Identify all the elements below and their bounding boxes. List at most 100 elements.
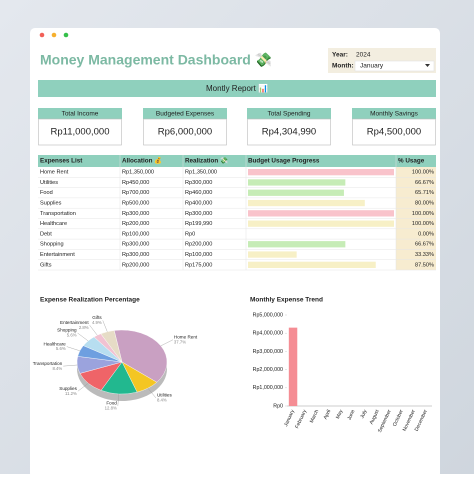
table-cell: Rp300,000 (185, 211, 212, 217)
table-cell: Entertainment (40, 252, 75, 258)
pie-leader (102, 320, 108, 332)
pie-percent: 8.4% (52, 366, 62, 371)
table-cell: Rp400,000 (185, 201, 212, 207)
table-header: Realization 💸 (185, 157, 228, 165)
table-header: Expenses List (40, 158, 83, 165)
pie-label: Transportation (33, 361, 63, 366)
table-cell: Rp300,000 (122, 252, 149, 258)
table-cell: Rp300,000 (185, 180, 212, 186)
table-cell: Rp0 (185, 231, 195, 237)
report-title: Montly Report 📊 (206, 83, 268, 93)
pie-title: Expense Realization Percentage (40, 297, 140, 304)
dashboard-title: Money Management Dashboard 💸 (40, 52, 272, 68)
x-tick-label: May (335, 408, 345, 420)
month-dropdown[interactable] (354, 60, 435, 72)
pie-label: Gifts (92, 315, 102, 320)
usage-cell: 80.00% (415, 201, 434, 207)
progress-bar (248, 199, 365, 207)
table-cell: Rp450,000 (122, 180, 149, 186)
card-label: Total Income (62, 111, 99, 118)
progress-bar (248, 241, 346, 248)
table-header-bg (38, 155, 436, 167)
pie-leader (63, 364, 78, 367)
progress-bar (248, 220, 394, 227)
table-header: % Usage (398, 158, 425, 165)
pie-leader (117, 393, 120, 406)
pie-percent: 2.8% (79, 325, 89, 330)
card-header (143, 108, 227, 119)
x-tick-label: March (309, 409, 320, 424)
pie-label: Supplies (59, 386, 77, 391)
pie-label: Utilities (157, 393, 173, 398)
table-cell: Rp100,000 (122, 231, 149, 237)
pie-leader (160, 339, 174, 347)
pie-leader (89, 325, 98, 336)
pie-label: Home Rent (174, 335, 198, 340)
table-cell: Rp300,000 (122, 242, 149, 248)
table-cell: Rp300,000 (122, 211, 149, 217)
card-body (352, 118, 436, 146)
table-cell: Rp200,000 (122, 262, 149, 268)
close-dot[interactable] (39, 32, 45, 38)
x-tick-label: July (359, 408, 368, 419)
card-value: Rp6,000,000 (158, 127, 212, 138)
usage-cell: 87.50% (415, 262, 434, 268)
card-header (352, 108, 436, 119)
card-header (38, 108, 122, 119)
pie-percent: 37.7% (174, 339, 186, 344)
table-cell: Shopping (40, 242, 64, 248)
table-cell: Rp100,000 (185, 252, 212, 258)
usage-cell: 66.67% (415, 242, 434, 248)
table-header: Budget Usage Progress (248, 158, 320, 165)
pie-percent: 11.2% (65, 391, 77, 396)
usage-cell: 100.00% (412, 221, 434, 227)
table-cell: Utilities (40, 180, 58, 186)
card-label: Total Spending (267, 111, 310, 118)
usage-cell: 33.33% (415, 252, 434, 258)
dropdown-arrow (425, 64, 430, 67)
minimize-dot[interactable] (51, 32, 57, 38)
progress-bar (248, 261, 376, 268)
table-cell: Rp1,350,000 (122, 170, 154, 176)
y-tick-label: Rp1,000,000 (253, 385, 283, 391)
x-tick-label: April (323, 409, 333, 421)
year-value: 2024 (356, 52, 371, 59)
table-cell: Gifts (40, 262, 52, 268)
month-label: Month: (332, 63, 354, 70)
table-cell: Rp460,000 (185, 190, 212, 196)
pie-leader (77, 383, 89, 392)
pie-leader (147, 388, 157, 399)
progress-bar (248, 251, 297, 258)
y-tick-label: Rp3,000,000 (253, 349, 283, 355)
card-label: Budgeted Expenses (156, 111, 215, 118)
pie-percent: 5.6% (56, 346, 66, 351)
progress-bar (248, 169, 394, 176)
usage-cell: 65.71% (415, 190, 434, 196)
card-value: Rp11,000,000 (51, 127, 110, 138)
table-cell: Rp700,000 (122, 190, 149, 196)
pie-label: Food (106, 401, 117, 406)
table-cell: Food (40, 190, 53, 196)
card-value: Rp4,500,000 (367, 127, 421, 138)
table-cell: Transportation (40, 211, 76, 217)
pie-label: Entertainment (60, 320, 89, 325)
pie-percent: 8.4% (157, 398, 167, 403)
pie-percent: 5.6% (67, 333, 77, 338)
y-tick-label: Rp2,000,000 (253, 367, 283, 373)
y-tick-label: Rp0 (273, 403, 283, 409)
pie-percent: 4.9% (92, 320, 102, 325)
card-body (38, 118, 122, 146)
card-body (247, 118, 331, 146)
y-tick-label: Rp4,000,000 (253, 331, 283, 337)
table-cell: Rp175,000 (185, 262, 212, 268)
maximize-dot[interactable] (63, 32, 69, 38)
usage-cell: 100.00% (412, 211, 434, 217)
pie-leader (66, 346, 80, 351)
table-cell: Rp500,000 (122, 201, 149, 207)
progress-bar (248, 179, 346, 186)
bar (288, 327, 298, 406)
table-cell: Debt (40, 231, 52, 237)
pie-leader (77, 332, 89, 342)
